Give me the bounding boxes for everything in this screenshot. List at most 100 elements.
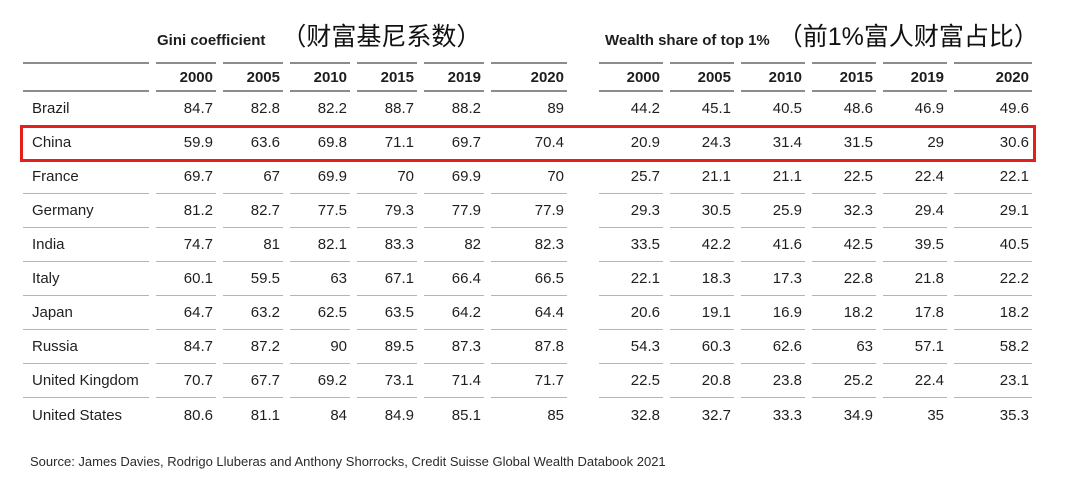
wealth-value-cell: 44.2: [599, 92, 663, 126]
wealth-value-cell: 23.1: [954, 364, 1032, 398]
table-row: Germany 81.2 82.7 77.5 79.3 77.9 77.9 29.3 30.5 2…: [23, 194, 1032, 228]
wealth-value-cell: 54.3: [599, 330, 663, 364]
gini-value-cell: 69.7: [424, 126, 484, 160]
gini-value-cell: 79.3: [357, 194, 417, 228]
gini-value-cell: 69.9: [424, 160, 484, 194]
gini-value-cell: 63.2: [223, 296, 283, 330]
country-cell: India: [23, 228, 149, 262]
wealth-value-cell: 42.5: [812, 228, 876, 262]
wealth-year-header: 2005: [670, 62, 734, 92]
gini-value-cell: 63.6: [223, 126, 283, 160]
gini-value-cell: 90: [290, 330, 350, 364]
gini-value-cell: 70.7: [156, 364, 216, 398]
gini-value-cell: 67.7: [223, 364, 283, 398]
country-cell: Brazil: [23, 92, 149, 126]
wealth-year-header: 2015: [812, 62, 876, 92]
wealth-value-cell: 31.5: [812, 126, 876, 160]
gini-value-cell: 77.9: [424, 194, 484, 228]
gini-value-cell: 82.7: [223, 194, 283, 228]
gini-value-cell: 81: [223, 228, 283, 262]
gini-value-cell: 69.2: [290, 364, 350, 398]
wealth-value-cell: 22.4: [883, 364, 947, 398]
table-row: Italy 60.1 59.5 63 67.1 66.4 66.5 22.1 18.3 17.3 2…: [23, 262, 1032, 296]
wealth-value-cell: 21.1: [741, 160, 805, 194]
wealth-value-cell: 18.2: [954, 296, 1032, 330]
gini-value-cell: 87.8: [491, 330, 567, 364]
wealth-value-cell: 22.4: [883, 160, 947, 194]
gini-value-cell: 71.4: [424, 364, 484, 398]
gini-value-cell: 88.2: [424, 92, 484, 126]
section-gap: [574, 62, 592, 92]
gini-year-header: 2015: [357, 62, 417, 92]
wealth-value-cell: 21.1: [670, 160, 734, 194]
gini-value-cell: 88.7: [357, 92, 417, 126]
gini-value-cell: 70: [491, 160, 567, 194]
gini-year-header: 2010: [290, 62, 350, 92]
wealth-value-cell: 22.5: [599, 364, 663, 398]
wealth-value-cell: 19.1: [670, 296, 734, 330]
wealth-value-cell: 34.9: [843, 406, 873, 424]
gini-value-cell: 77.5: [290, 194, 350, 228]
wealth-value-cell: 40.5: [954, 228, 1032, 262]
gini-value-cell: 74.7: [156, 228, 216, 262]
table-row: Japan 64.7 63.2 62.5 63.5 64.2 64.4 20.6 19.1 16.…: [23, 296, 1032, 330]
source-note: Source: James Davies, Rodrigo Lluberas a…: [30, 454, 666, 469]
wealth-value-cell: 25.7: [599, 160, 663, 194]
wealth-value-cell: 58.2: [954, 330, 1032, 364]
wealth-value-cell: 18.3: [670, 262, 734, 296]
gini-value-cell: 81.1: [250, 406, 280, 424]
gini-value-cell: 77.9: [491, 194, 567, 228]
table-row: France 69.7 67 69.9 70 69.9 70 25.7 21.1 21.1 22.5…: [23, 160, 1032, 194]
wealth-value-cell: 32.7: [701, 406, 731, 424]
wealth-value-cell: 25.9: [741, 194, 805, 228]
gini-value-cell: 62.5: [290, 296, 350, 330]
gini-value-cell: 69.7: [156, 160, 216, 194]
table-row: India 74.7 81 82.1 83.3 82 82.3 33.5 42.2 41.6 42.…: [23, 228, 1032, 262]
wealth-value-cell: 32.8: [630, 406, 660, 424]
wealth-value-cell: 30.5: [670, 194, 734, 228]
country-cell: Germany: [23, 194, 149, 228]
gini-value-cell: 71.1: [357, 126, 417, 160]
gini-value-cell: 63: [290, 262, 350, 296]
section-gap: [574, 330, 592, 364]
gini-value-cell: 80.6: [183, 406, 213, 424]
country-cell: China: [23, 126, 149, 160]
wealth-value-cell: 33.3: [772, 406, 802, 424]
section-gap: [574, 160, 592, 194]
gini-value-cell: 84.7: [156, 330, 216, 364]
country-column-header: [23, 62, 149, 92]
wealth-year-header: 2000: [599, 62, 663, 92]
gini-value-cell: 73.1: [357, 364, 417, 398]
wealth-value-cell: 29.4: [883, 194, 947, 228]
wealth-value-cell: 22.5: [812, 160, 876, 194]
wealth-value-cell: 22.1: [954, 160, 1032, 194]
gini-value-cell: 59.9: [156, 126, 216, 160]
wealth-value-cell: 30.6: [954, 126, 1032, 160]
country-cell: Italy: [23, 262, 149, 296]
wealth-value-cell: 35: [927, 406, 944, 424]
wealth-value-cell: 20.9: [599, 126, 663, 160]
gini-value-cell: 64.4: [491, 296, 567, 330]
wealth-value-cell: 29.3: [599, 194, 663, 228]
gini-year-header: 2019: [424, 62, 484, 92]
country-cell: France: [23, 160, 149, 194]
wealth-value-cell: 16.9: [741, 296, 805, 330]
section-gap: [574, 194, 592, 228]
wealth-year-header: 2010: [741, 62, 805, 92]
wealth-value-cell: 63: [812, 330, 876, 364]
gini-value-cell: 63.5: [357, 296, 417, 330]
gini-value-cell: 85.1: [451, 406, 481, 424]
gini-value-cell: 70: [357, 160, 417, 194]
wealth-value-cell: 46.9: [883, 92, 947, 126]
gini-value-cell: 67: [223, 160, 283, 194]
gini-value-cell: 83.3: [357, 228, 417, 262]
section-gap: [574, 126, 592, 160]
wealth-value-cell: 22.1: [599, 262, 663, 296]
table-row-highlighted: China 59.9 63.6 69.8 71.1 69.7 70.4 20.9 24.3 31.…: [23, 126, 1032, 160]
wealth-value-cell: 33.5: [599, 228, 663, 262]
gini-value-cell: 82.8: [223, 92, 283, 126]
gini-value-cell: 59.5: [223, 262, 283, 296]
wealth-value-cell: 22.8: [812, 262, 876, 296]
gini-value-cell: 87.2: [223, 330, 283, 364]
gini-value-cell: 64.2: [424, 296, 484, 330]
